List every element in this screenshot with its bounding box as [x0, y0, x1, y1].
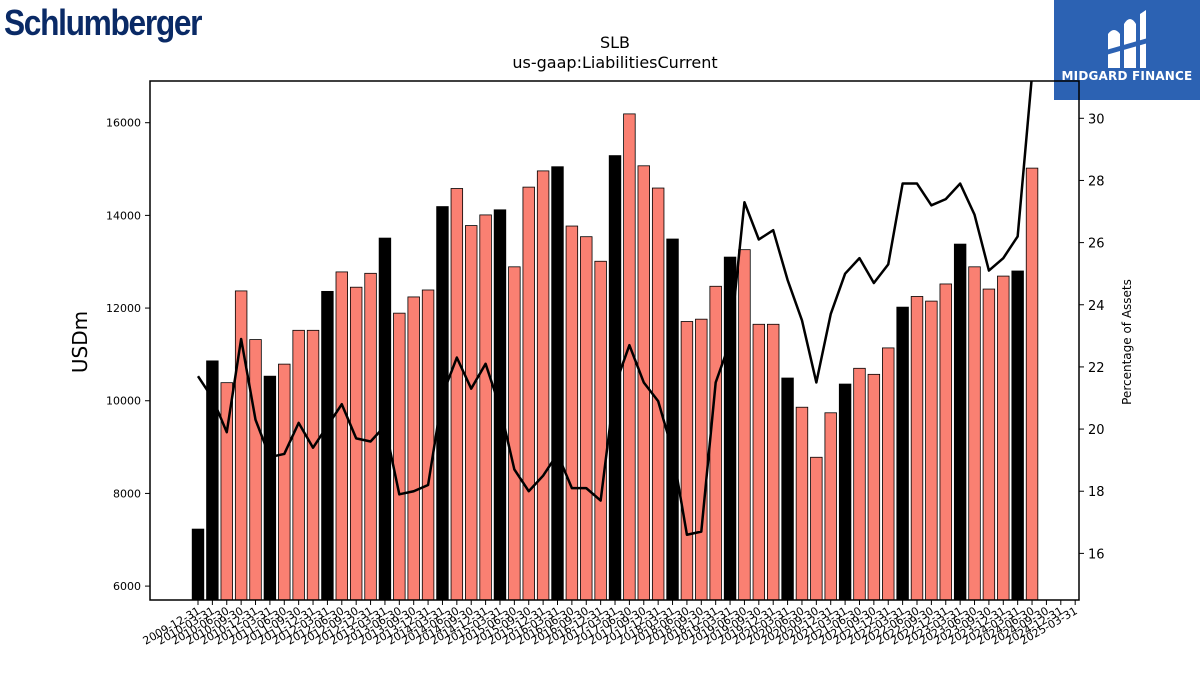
- y-tick-label: 8000: [113, 487, 141, 500]
- bar: [263, 375, 277, 600]
- midgard-finance-logo: MIDGARD FINANCE: [1054, 0, 1200, 100]
- y2-tick-label: 28: [1088, 174, 1105, 189]
- logo-text: Schlumberger: [4, 2, 203, 43]
- bar: [594, 260, 607, 600]
- bar: [407, 296, 420, 600]
- bar: [738, 249, 751, 600]
- bar: [968, 266, 981, 600]
- bar: [335, 271, 349, 600]
- bar: [709, 285, 722, 600]
- bar: [421, 289, 435, 600]
- bar: [723, 256, 737, 600]
- bar: [378, 237, 392, 600]
- y-tick-label: 14000: [106, 209, 141, 222]
- bar: [321, 290, 334, 600]
- bar: [349, 286, 363, 600]
- bar: [896, 306, 909, 600]
- y-tick-label: 12000: [106, 302, 141, 315]
- bar: [393, 312, 406, 600]
- y2-tick-label: 26: [1088, 237, 1105, 252]
- bar: [450, 188, 464, 600]
- bar: [436, 206, 449, 600]
- y2-tick-label: 22: [1088, 361, 1105, 376]
- bar: [882, 347, 895, 600]
- bar: [1011, 270, 1024, 600]
- bar: [953, 243, 967, 600]
- bar: [795, 406, 809, 600]
- bar: [522, 186, 535, 600]
- bar: [810, 456, 823, 600]
- bar: [536, 170, 550, 600]
- bar: [234, 290, 248, 600]
- bar: [824, 412, 837, 600]
- bar: [695, 318, 708, 600]
- bar: [910, 296, 924, 600]
- y2-tick-label: 30: [1088, 112, 1105, 127]
- logo-text: MIDGARD FINANCE: [1061, 69, 1193, 83]
- y2-tick-label: 20: [1088, 423, 1105, 438]
- bar: [608, 155, 622, 600]
- y-axis-label: USDm: [68, 311, 92, 373]
- bar: [306, 329, 320, 600]
- bar: [939, 283, 952, 600]
- bar: [752, 323, 766, 600]
- bar: [997, 275, 1010, 600]
- midgard-glyph-icon: [1106, 10, 1148, 68]
- bar: [925, 300, 938, 600]
- y2-axis-label: Percentage of Assets: [1120, 279, 1134, 405]
- bar: [191, 528, 205, 600]
- bar: [767, 323, 780, 600]
- chart-title: SLB: [600, 33, 630, 52]
- bar: [1025, 167, 1039, 600]
- y-tick-label: 6000: [113, 580, 141, 593]
- bar: [292, 329, 305, 600]
- schlumberger-logo: Schlumberger: [4, 2, 203, 44]
- bar: [982, 288, 996, 600]
- percentage-line: [196, 81, 1033, 536]
- bar: [838, 383, 852, 600]
- chart-subtitle: us-gaap:LiabilitiesCurrent: [512, 53, 717, 72]
- y-tick-label: 10000: [106, 395, 141, 408]
- bar: [278, 363, 291, 600]
- y2-tick-label: 16: [1088, 547, 1105, 562]
- y-tick-label: 16000: [106, 117, 141, 130]
- bar: [580, 236, 593, 600]
- bar: [206, 360, 219, 600]
- y2-tick-label: 18: [1088, 485, 1105, 500]
- bar: [465, 225, 478, 600]
- bar: [249, 339, 262, 600]
- bar: [508, 266, 521, 600]
- y2-tick-label: 24: [1088, 299, 1105, 314]
- plot-frame: [149, 80, 1080, 601]
- bar: [853, 367, 866, 600]
- bar: [479, 214, 492, 600]
- bar: [551, 166, 564, 600]
- bar: [666, 238, 679, 600]
- bar: [781, 377, 794, 600]
- bar: [565, 225, 579, 600]
- bar: [680, 321, 694, 600]
- bar: [867, 373, 881, 600]
- bar: [220, 382, 233, 600]
